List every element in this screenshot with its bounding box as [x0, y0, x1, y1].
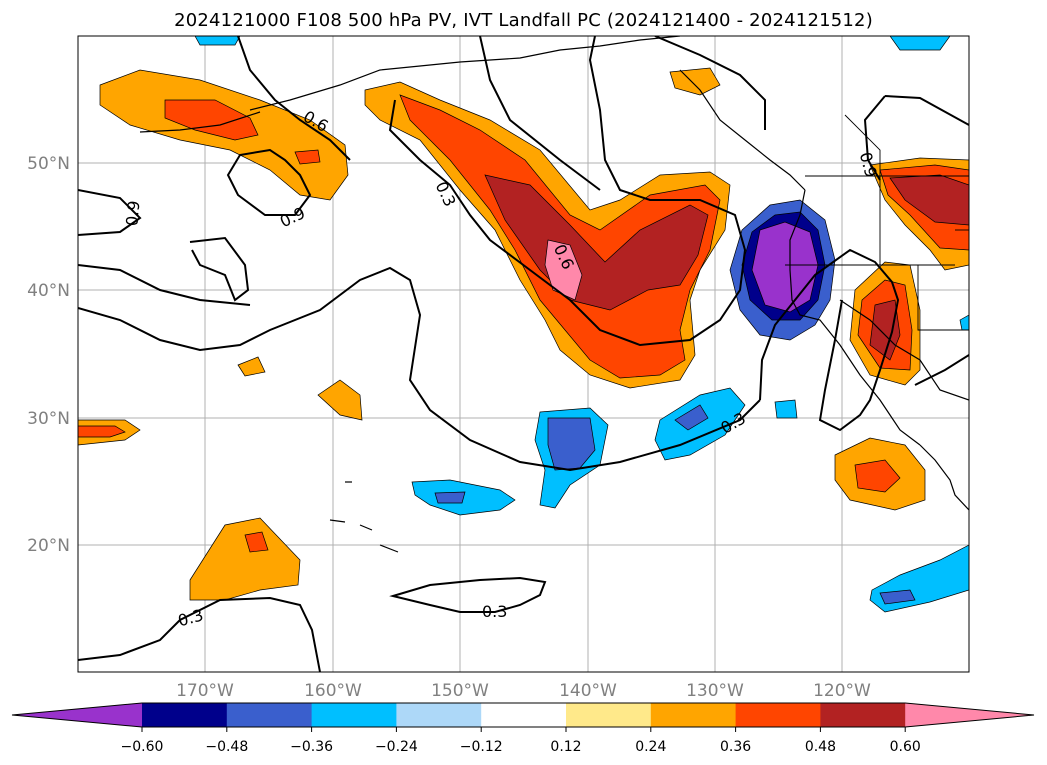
colorbar-segment	[226, 703, 313, 727]
colorbar-tick-label: 0.60	[890, 739, 921, 755]
lon-tick-label: 170°W	[176, 681, 234, 701]
colorbar-tick-label: 0.24	[635, 739, 666, 755]
colorbar-extend-low	[12, 703, 142, 727]
colorbar-tick-label: 0.12	[550, 739, 581, 755]
colorbar: −0.60 −0.48 −0.36 −0.24 −0.12 0.12 0.24 0.36 0.4…	[11, 702, 1035, 755]
colorbar-segment	[735, 703, 821, 727]
colorbar-tick-label: −0.48	[205, 739, 248, 755]
colorbar-segment	[396, 703, 482, 727]
colorbar-extend-high	[905, 703, 1034, 727]
colorbar-segment	[311, 703, 397, 727]
lat-tick-label: 40°N	[27, 281, 70, 301]
colorbar-segment	[481, 703, 567, 727]
pc-positive-sw	[189, 517, 301, 601]
state-borders	[785, 114, 969, 331]
ivt-positive-fields	[78, 67, 969, 601]
colorbar-segment	[566, 703, 652, 727]
lat-tick-label: 20°N	[27, 536, 70, 556]
pc-negative-east	[654, 387, 746, 461]
ivt-negative-fields	[194, 36, 969, 613]
colorbar-segment	[650, 703, 737, 727]
lon-tick-label: 160°W	[304, 681, 362, 701]
pv-contours	[78, 36, 969, 672]
lon-tick-label: 150°W	[431, 681, 489, 701]
colorbar-tick-label: 0.48	[805, 739, 836, 755]
colorbar-tick-label: −0.36	[290, 739, 333, 755]
colorbar-tick-label: 0.36	[720, 739, 751, 755]
map-frame	[77, 35, 970, 673]
colorbar-tick-label: −0.12	[460, 739, 503, 755]
contour-label: 0.9	[122, 200, 143, 227]
lat-axis: 50°N 40°N 30°N 20°N	[27, 154, 70, 556]
colorbar-tick-label: −0.60	[121, 739, 164, 755]
coastlines	[139, 36, 969, 553]
chart-title: 2024121000 F108 500 hPa PV, IVT Landfall…	[174, 10, 873, 31]
lat-tick-label: 50°N	[27, 154, 70, 174]
lat-tick-label: 30°N	[27, 409, 70, 429]
colorbar-segment	[142, 703, 228, 727]
contour-label: 0.3	[482, 602, 507, 621]
map-area	[78, 36, 969, 672]
lon-tick-label: 140°W	[559, 681, 617, 701]
colorbar-tick-label: −0.24	[375, 739, 418, 755]
lon-tick-label: 120°W	[813, 681, 871, 701]
colorbar-segment	[820, 703, 906, 727]
lon-axis: 170°W 160°W 150°W 140°W 130°W 120°W	[176, 681, 871, 701]
lon-tick-label: 130°W	[686, 681, 744, 701]
